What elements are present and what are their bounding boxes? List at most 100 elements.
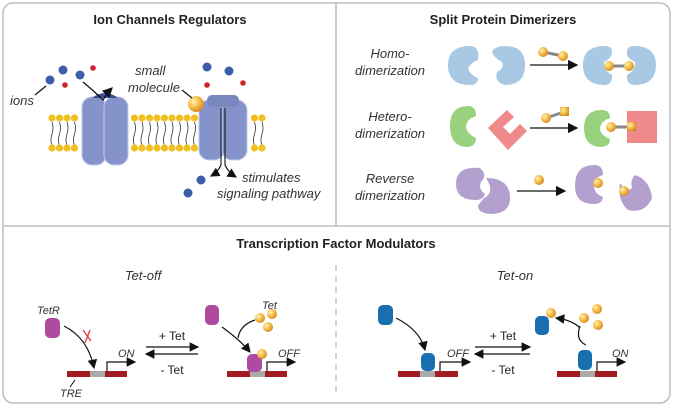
- panel-title: Ion Channels Regulators: [93, 12, 246, 27]
- lipid-head: [153, 114, 161, 122]
- tet-on-title: Tet-on: [497, 268, 533, 283]
- lipid-tail: [185, 121, 189, 147]
- ion-large: [196, 175, 206, 185]
- ion-large: [75, 70, 85, 80]
- lipid-membrane: [48, 114, 266, 152]
- ion-large: [45, 75, 55, 85]
- tet-off-on-state: TetR ON TRE: [37, 305, 137, 400]
- lipid-head: [183, 144, 191, 152]
- lipid-head: [160, 144, 169, 152]
- lipid-tail: [140, 121, 144, 147]
- lipid-head: [138, 144, 146, 152]
- on-label: ON: [612, 348, 629, 360]
- signal-arrow: [224, 164, 238, 178]
- homo-label: dimerization: [355, 63, 425, 78]
- blocked-x-icon: [82, 329, 92, 344]
- lipid-tail: [155, 121, 159, 147]
- lipid-tail: [65, 121, 69, 147]
- lipid-head: [55, 114, 64, 122]
- small-molecule-label: small: [135, 63, 166, 78]
- ions: [45, 62, 246, 198]
- lipid-tail: [50, 121, 54, 147]
- off-label: OFF: [278, 348, 301, 360]
- tet-off-off-state: Tet OFF: [205, 300, 301, 377]
- ion-large: [183, 188, 193, 198]
- lipid-head: [55, 144, 64, 152]
- tre-label: TRE: [60, 388, 83, 400]
- hetero-label: Hetero-: [368, 109, 412, 124]
- lipid-head: [258, 144, 266, 152]
- ion-flow-arrow: [82, 81, 113, 102]
- panel-title: Split Protein Dimerizers: [430, 12, 577, 27]
- reverse-label: dimerization: [355, 188, 425, 203]
- tet-label: Tet: [262, 300, 278, 312]
- ion-channel-ligand-gated: [198, 95, 248, 165]
- hetero-dimerization: [450, 106, 657, 150]
- lipid-head: [258, 114, 266, 122]
- hetero-label: dimerization: [355, 126, 425, 141]
- lipid-head: [190, 144, 199, 152]
- lipid-tail: [178, 121, 181, 147]
- lipid-head: [153, 144, 161, 152]
- panel-title: Transcription Factor Modulators: [236, 236, 435, 251]
- tet-on-off-state: OFF: [378, 305, 472, 377]
- ion-small: [90, 65, 96, 71]
- lipid-tail: [170, 121, 174, 147]
- lipid-head: [130, 114, 139, 122]
- homo-label: Homo-: [370, 46, 410, 61]
- lipid-head: [138, 114, 146, 122]
- signaling-pathway-label: signaling pathway: [217, 186, 322, 201]
- lipid-head: [145, 114, 154, 122]
- transcription-panel: Transcription Factor Modulators Tet-off …: [37, 236, 629, 400]
- plus-tet-label: + Tet: [490, 329, 517, 343]
- off-label: OFF: [447, 348, 470, 360]
- minus-tet-label: - Tet: [491, 363, 515, 377]
- lipid-head: [160, 114, 169, 122]
- lipid-head: [70, 144, 79, 152]
- lipid-head: [250, 144, 259, 152]
- lipid-head: [63, 114, 71, 122]
- lipid-head: [175, 114, 184, 122]
- stimulates-label: stimulates: [242, 170, 301, 185]
- plus-tet-label: + Tet: [159, 329, 186, 343]
- ions-pointer: [34, 85, 47, 96]
- tetr-protein: [45, 318, 60, 338]
- ion-large: [58, 65, 68, 75]
- lipid-head: [183, 114, 191, 122]
- reverse-dimerization: [456, 165, 652, 214]
- lipid-tail: [253, 121, 256, 147]
- lipid-tail: [58, 121, 61, 147]
- lipid-head: [70, 114, 79, 122]
- ion-small: [204, 82, 210, 88]
- lipid-head: [48, 114, 56, 122]
- tetr-label: TetR: [37, 305, 60, 317]
- lipid-tail: [260, 121, 264, 147]
- lipid-tail: [148, 121, 151, 147]
- lipid-tail: [163, 121, 166, 147]
- tet-off-title: Tet-off: [125, 268, 163, 283]
- small-molecule-label: molecule: [128, 80, 180, 95]
- lipid-head: [145, 144, 154, 152]
- ions-label: ions: [10, 93, 34, 108]
- lipid-tail: [193, 121, 196, 147]
- minus-tet-label: - Tet: [160, 363, 184, 377]
- ion-large: [224, 66, 234, 76]
- lipid-head: [63, 144, 71, 152]
- lipid-tail: [73, 121, 76, 147]
- ion-out-arrow: [209, 164, 222, 177]
- lipid-head: [175, 144, 184, 152]
- ion-large: [202, 62, 212, 72]
- tet-on-on-state: ON: [535, 304, 629, 377]
- homo-dimerization: [448, 46, 656, 85]
- ion-channels-panel: Ion Channels Regulators ions small molec…: [10, 12, 322, 201]
- lipid-head: [250, 114, 259, 122]
- ion-small: [62, 82, 68, 88]
- reverse-label: Reverse: [366, 171, 414, 186]
- lipid-tail: [133, 121, 136, 147]
- lipid-head: [168, 114, 176, 122]
- lipid-head: [130, 144, 139, 152]
- lipid-head: [190, 114, 199, 122]
- on-label: ON: [118, 348, 135, 360]
- ion-channel-open: [81, 93, 129, 166]
